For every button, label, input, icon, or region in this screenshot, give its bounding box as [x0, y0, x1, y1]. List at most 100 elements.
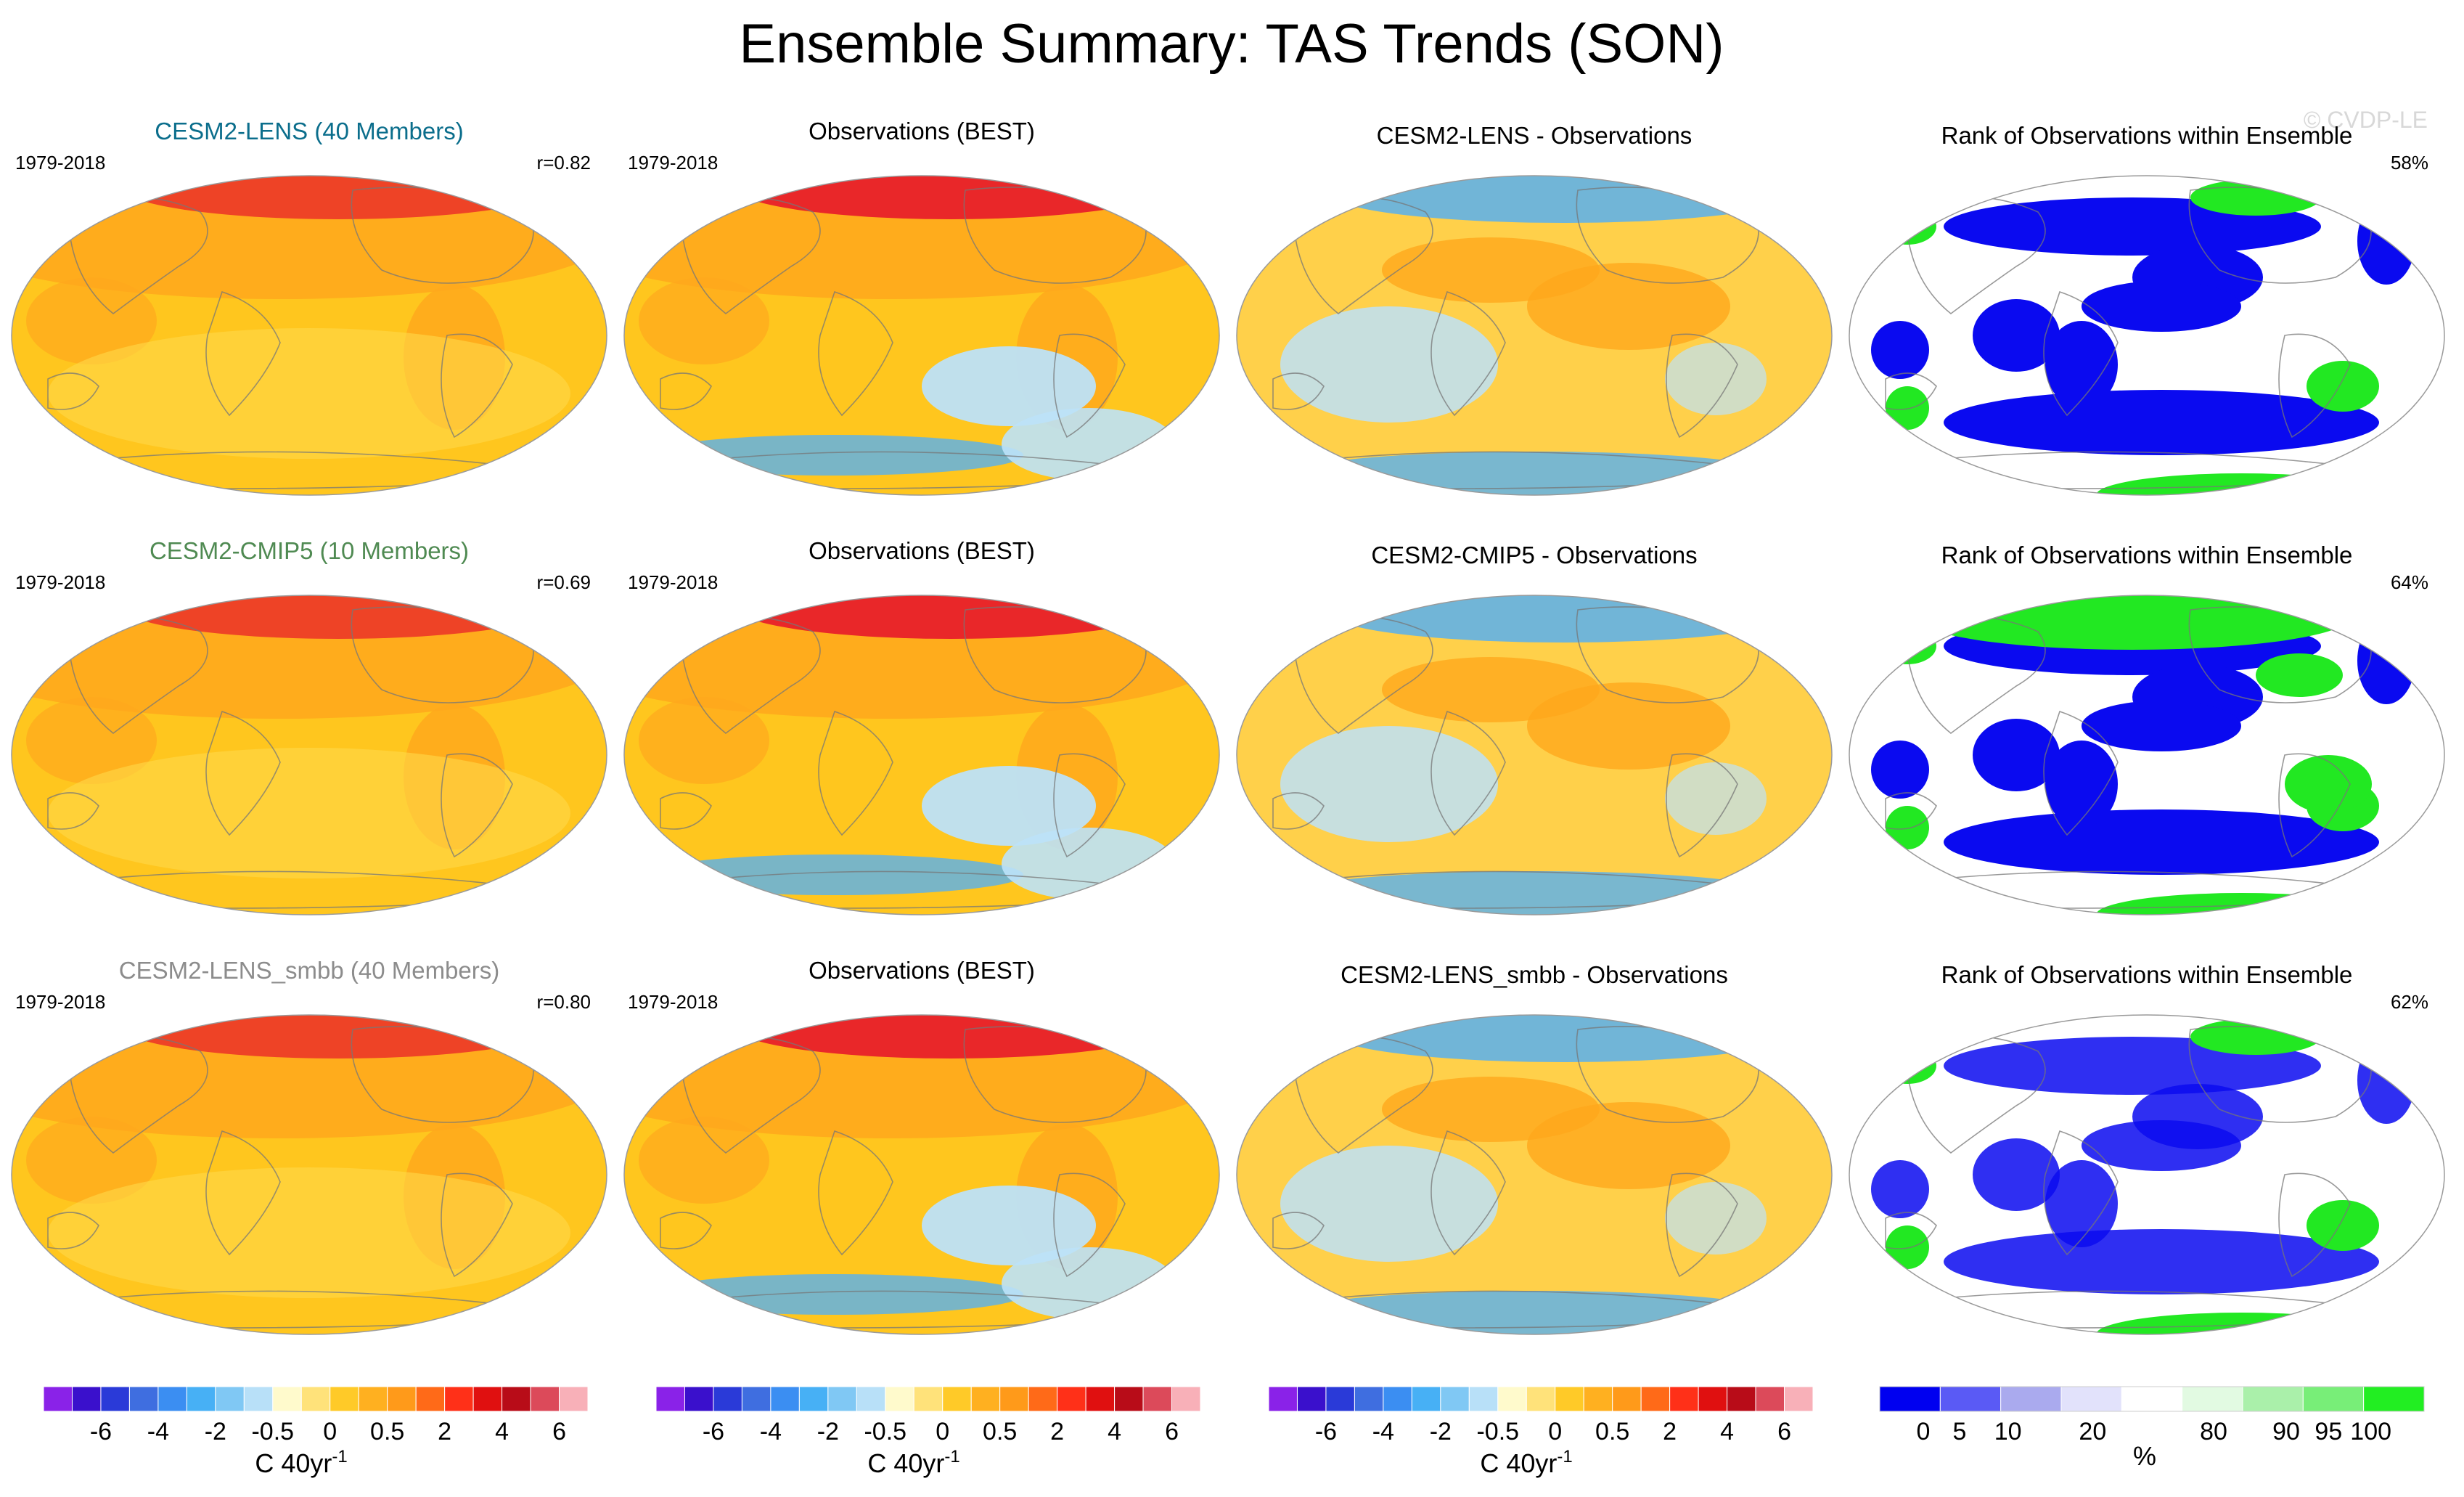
- panel-title-obs: Observations (BEST): [809, 118, 1035, 144]
- colorbar-unit: C 40yr-1: [1480, 1447, 1572, 1478]
- map-border: [1236, 595, 1833, 915]
- positive-difference-region: [1382, 1077, 1600, 1142]
- continent-outline: [2278, 333, 2351, 439]
- low-rank-region: [2082, 281, 2241, 332]
- cooling-region: [922, 346, 1096, 426]
- panel-obs-row1: [623, 175, 1220, 496]
- map-border: [623, 1014, 1220, 1335]
- arctic-warming-region: [733, 595, 1168, 639]
- colorbar-tick-label: 6: [1165, 1418, 1179, 1445]
- colorbar-unit: %: [2133, 1441, 2156, 1471]
- colorbar-swatch: [798, 1386, 829, 1412]
- map-border: [1236, 1014, 1833, 1335]
- period-label: 1979-2018: [15, 152, 105, 174]
- cooling-region: [1002, 1247, 1176, 1320]
- colorbar-swatch: [415, 1386, 446, 1412]
- colorbar-tick-label: 90: [2272, 1418, 2300, 1445]
- continent-outline: [69, 196, 208, 315]
- high-rank-region: [2307, 1200, 2379, 1251]
- colorbar-swatch: [2363, 1386, 2425, 1412]
- map-border: [1849, 175, 2445, 496]
- panel-title-model: CESM2-LENS (40 Members): [155, 118, 463, 144]
- watermark: © CVDP-LE: [2304, 107, 2428, 133]
- continent-outline: [1294, 196, 1433, 315]
- colorbar-swatch: [444, 1386, 474, 1412]
- rank-colorbar: 0 5 10 20 80 90 95 100%: [1879, 1386, 2425, 1471]
- colorbar-swatch: [387, 1386, 417, 1412]
- continent-outline: [1885, 1212, 1937, 1249]
- low-rank-region: [1944, 1229, 2379, 1294]
- colorbar-swatch: [1057, 1386, 1086, 1412]
- negative-difference-region: [1331, 1015, 1796, 1062]
- colorbar-tick-label: -4: [760, 1418, 782, 1445]
- low-rank-region: [1944, 809, 2379, 875]
- colorbar-swatch: [885, 1386, 914, 1412]
- low-rank-region: [1944, 390, 2379, 455]
- colorbar-swatch: [999, 1386, 1029, 1412]
- colorbar-tick-label: 95: [2314, 1418, 2342, 1445]
- pattern-correlation-label: r=0.69: [537, 571, 591, 593]
- high-rank-region: [2307, 361, 2379, 412]
- panel-title-rank: Rank of Observations within Ensemble: [1941, 122, 2353, 149]
- map-border: [11, 595, 607, 915]
- continent-outline: [1294, 1035, 1433, 1154]
- low-rank-region: [2082, 1120, 2241, 1171]
- continent-outline: [441, 753, 513, 858]
- colorbar-swatch: [1171, 1386, 1201, 1412]
- map-border: [11, 1014, 607, 1335]
- colorbar-swatch: [770, 1386, 800, 1412]
- colorbar-swatch: [1468, 1386, 1499, 1412]
- high-rank-region: [1878, 628, 1936, 664]
- continent-outline: [2043, 290, 2119, 417]
- warm-region: [639, 1117, 769, 1204]
- colorbar-tick-label: 4: [1720, 1418, 1734, 1445]
- panel-obs-row2: [623, 595, 1220, 915]
- colorbar-swatch: [1296, 1386, 1327, 1412]
- rank-percent-label: 62%: [2391, 991, 2428, 1013]
- colorbar-swatch: [1526, 1386, 1556, 1412]
- arctic-warming-region: [120, 595, 556, 639]
- panel-rank-row1: [1849, 175, 2445, 496]
- colorbar-swatch: [1555, 1386, 1584, 1412]
- colorbar-swatch: [2242, 1386, 2304, 1412]
- panel-diff-row3: [1236, 1014, 1833, 1335]
- low-rank-region: [1871, 1160, 1929, 1218]
- panel-title-diff: CESM2-LENS_smbb - Observations: [1341, 961, 1728, 988]
- cooling-region: [1002, 828, 1176, 900]
- low-rank-region: [1973, 1138, 2060, 1211]
- continent-outline: [1272, 372, 1325, 410]
- colorbar-swatch: [1114, 1386, 1144, 1412]
- continent-outline: [1053, 333, 1126, 439]
- negative-difference-region: [1665, 762, 1767, 835]
- continent-outline: [1053, 753, 1126, 858]
- colorbar-tick-label: 4: [1108, 1418, 1121, 1445]
- colorbar-tick-label: -2: [205, 1418, 226, 1445]
- colorbar-tick-label: 0: [323, 1418, 337, 1445]
- colorbar-swatch: [2060, 1386, 2122, 1412]
- trend-colorbar: -6 -4 -2 -0.5 0 0.5 2 4 6 C 40yr-1: [43, 1386, 589, 1478]
- continent-outline: [660, 372, 712, 410]
- panel-title-diff: CESM2-CMIP5 - Observations: [1371, 542, 1697, 568]
- colorbar-swatch: [942, 1386, 972, 1412]
- colorbar-swatch: [1755, 1386, 1785, 1412]
- panel-diff-row2: [1236, 595, 1833, 915]
- period-label: 1979-2018: [15, 571, 105, 593]
- colorbar-swatch: [856, 1386, 886, 1412]
- colorbar-tick-label: 20: [2079, 1418, 2106, 1445]
- negative-difference-region: [1331, 595, 1796, 643]
- continent-outline: [69, 1035, 208, 1154]
- colorbar-swatch: [2000, 1386, 2062, 1412]
- map-border: [623, 175, 1220, 496]
- continent-outline: [818, 290, 893, 417]
- continent-outline: [69, 616, 208, 735]
- colorbar-tick-label: 5: [1953, 1418, 1967, 1445]
- colorbar-tick-label: 6: [1777, 1418, 1791, 1445]
- high-rank-region: [1886, 386, 1929, 430]
- arctic-warming-region: [120, 176, 556, 219]
- continent-outline: [682, 1035, 821, 1154]
- panel-title-model: CESM2-LENS_smbb (40 Members): [119, 957, 500, 984]
- colorbar-tick-label: 2: [1663, 1418, 1677, 1445]
- continent-outline: [660, 792, 712, 830]
- period-label: 1979-2018: [15, 991, 105, 1013]
- low-rank-region: [1973, 719, 2060, 791]
